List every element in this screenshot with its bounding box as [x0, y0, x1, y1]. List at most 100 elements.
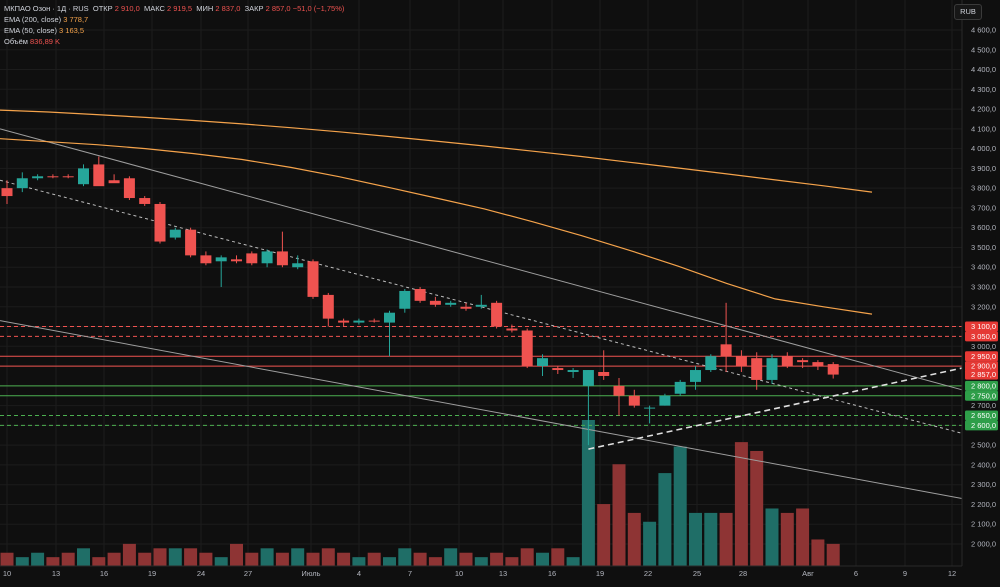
volume-bar: [536, 552, 549, 566]
time-axis: [0, 566, 1000, 582]
y-tick-label: 4 600,0: [971, 26, 996, 35]
volume-bar: [459, 552, 473, 566]
price-tag-label: 2 650,0: [971, 411, 996, 420]
y-tick-label: 3 700,0: [971, 203, 996, 212]
candle-body: [491, 302, 503, 327]
y-tick-label: 3 300,0: [971, 283, 996, 292]
volume-bar: [122, 543, 136, 566]
high-value: 2 919,5: [167, 4, 193, 13]
x-tick-label: 19: [596, 569, 604, 578]
price-tag-label: 2 800,0: [971, 381, 996, 390]
x-tick-label: 13: [52, 569, 60, 578]
legend-symbol-row: МКПАО Озон · 1Д · RUS ОТКР 2 910,0 МАКС …: [4, 3, 344, 14]
volume-bar: [245, 552, 259, 566]
open-value: 2 910,0: [114, 4, 140, 13]
candle-body: [613, 385, 625, 396]
y-tick-label: 2 400,0: [971, 460, 996, 469]
volume-bar: [214, 557, 228, 566]
price-tag-label: 3 050,0: [971, 332, 996, 341]
y-tick-label: 3 000,0: [971, 342, 996, 351]
channel-mid-dashed: [0, 179, 963, 434]
price-tag: [965, 390, 998, 401]
ema200-line: [0, 109, 873, 193]
candle-body: [93, 164, 105, 187]
price-axis: [962, 0, 1000, 582]
x-tick-label: 24: [197, 569, 205, 578]
volume-bar: [398, 548, 412, 566]
candle-body: [537, 358, 548, 367]
ema200-label: EMA (200, close): [4, 15, 62, 24]
volume-bar: [0, 552, 14, 566]
volume-bar: [612, 464, 626, 566]
volume-label: Объём: [4, 37, 28, 46]
volume-bar: [306, 552, 320, 566]
candle-body: [1, 188, 13, 197]
candle-body: [735, 356, 747, 367]
volume-bar: [413, 552, 427, 566]
candle-body: [521, 330, 533, 367]
legend-volume-row[interactable]: Объём 836,89 K: [4, 36, 344, 47]
y-tick-label: 2 200,0: [971, 500, 996, 509]
x-tick-label: 7: [408, 569, 412, 578]
volume-bar: [352, 557, 366, 566]
volume-bar: [734, 442, 748, 566]
candle-body: [185, 229, 197, 256]
ema50-value: 3 163,5: [59, 26, 85, 35]
x-tick-label: 10: [3, 569, 11, 578]
y-tick-label: 4 500,0: [971, 45, 996, 54]
y-tick-label: 2 300,0: [971, 480, 996, 489]
candle-body: [307, 261, 319, 297]
high-label: МАКС: [143, 4, 165, 13]
candle-body: [139, 198, 151, 204]
candle-body: [781, 356, 793, 367]
volume-bar: [765, 508, 779, 566]
volume-bar: [168, 548, 182, 566]
price-tag-label: 3 100,0: [971, 322, 996, 331]
x-tick-label: Июль: [301, 569, 320, 578]
volume-bar: [153, 548, 167, 566]
currency-button[interactable]: RUB: [954, 4, 982, 20]
y-tick-label: 4 300,0: [971, 85, 996, 94]
volume-bar: [658, 473, 672, 566]
volume-bar: [107, 552, 121, 566]
candle-body: [231, 259, 242, 262]
y-tick-label: 3 600,0: [971, 223, 996, 232]
volume-bar: [474, 557, 488, 566]
price-tag: [965, 331, 998, 342]
volume-bar: [138, 552, 152, 566]
candle-body: [598, 372, 610, 376]
x-tick-label: 10: [455, 569, 463, 578]
volume-bar: [46, 557, 60, 566]
candle-body: [674, 381, 686, 394]
candle-body: [690, 370, 701, 382]
legend-ema50-row[interactable]: EMA (50, close) 3 163,5: [4, 25, 344, 36]
x-tick-label: 13: [499, 569, 507, 578]
volume-bar: [31, 552, 45, 566]
candle-body: [399, 290, 411, 309]
volume-bar: [811, 539, 825, 566]
candle-body: [215, 257, 227, 262]
price-tag-label: 2 857,0: [971, 370, 996, 379]
candle-body: [154, 203, 166, 242]
candle-body: [628, 395, 640, 406]
x-tick-label: Авг: [802, 569, 814, 578]
y-tick-label: 2 500,0: [971, 441, 996, 450]
volume-bar: [15, 557, 29, 566]
ema50-line: [0, 138, 873, 315]
volume-bar: [92, 557, 106, 566]
candle-body: [720, 344, 732, 357]
candle-body: [108, 180, 120, 184]
ema200-value: 3 778,7: [63, 15, 89, 24]
x-tick-label: 27: [244, 569, 252, 578]
low-label: МИН: [196, 4, 214, 13]
candle-body: [797, 360, 809, 363]
legend-ema200-row[interactable]: EMA (200, close) 3 778,7: [4, 14, 344, 25]
candle-body: [644, 407, 656, 409]
x-tick-label: 6: [854, 569, 858, 578]
symbol-title[interactable]: МКПАО Озон · 1Д · RUS: [4, 4, 89, 13]
candle-body: [292, 263, 304, 268]
x-tick-label: 28: [739, 569, 747, 578]
candle-body: [322, 294, 334, 319]
